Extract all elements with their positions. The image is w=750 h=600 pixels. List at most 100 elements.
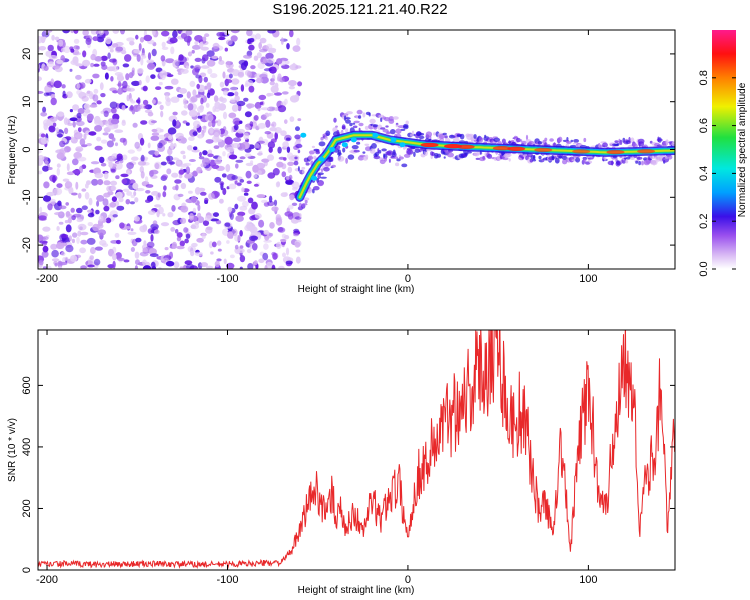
noise-blob: [119, 137, 126, 143]
band-scatter: [323, 167, 330, 172]
noise-blob: [295, 219, 302, 223]
noise-blob: [137, 161, 147, 166]
band-scatter: [304, 200, 308, 204]
noise-blob: [160, 55, 166, 62]
band-scatter: [444, 135, 448, 139]
noise-blob: [163, 185, 167, 191]
noise-blob: [179, 164, 188, 168]
noise-blob: [147, 228, 154, 234]
noise-blob: [259, 37, 267, 44]
noise-blob: [267, 154, 275, 161]
noise-blob: [108, 161, 113, 169]
noise-blob: [258, 258, 265, 264]
noise-blob: [214, 101, 221, 109]
noise-blob: [234, 244, 239, 250]
noise-blob: [136, 99, 141, 103]
noise-blob: [44, 160, 49, 165]
band-scatter: [549, 138, 554, 142]
noise-blob: [82, 50, 87, 58]
noise-blob: [76, 236, 80, 244]
noise-blob: [112, 214, 118, 218]
noise-blob: [115, 252, 122, 260]
noise-blob: [108, 248, 114, 257]
noise-blob: [169, 161, 175, 165]
noise-blob: [110, 76, 114, 82]
noise-blob: [115, 46, 124, 52]
noise-blob: [102, 198, 109, 207]
noise-blob: [188, 159, 196, 162]
noise-blob: [38, 149, 42, 154]
noise-blob: [171, 172, 179, 178]
band-blob: [329, 147, 336, 152]
noise-blob: [250, 65, 256, 70]
noise-blob: [286, 137, 291, 141]
noise-blob: [70, 207, 75, 213]
noise-blob: [189, 213, 194, 221]
noise-blob: [173, 261, 180, 269]
noise-blob: [87, 264, 95, 268]
noise-blob: [105, 217, 112, 224]
noise-blob: [194, 220, 200, 225]
band-blob: [390, 137, 397, 143]
noise-blob: [92, 223, 100, 232]
noise-blob: [92, 94, 99, 102]
noise-blob: [112, 253, 117, 261]
noise-blob: [192, 207, 197, 213]
noise-blob: [115, 175, 120, 180]
band-scatter: [384, 157, 387, 162]
noise-blob: [56, 133, 63, 138]
noise-blob: [217, 156, 222, 161]
noise-blob: [72, 232, 78, 238]
noise-blob: [88, 197, 93, 206]
noise-blob: [267, 200, 275, 207]
band-scatter: [332, 127, 338, 133]
noise-blob: [184, 238, 189, 244]
noise-blob: [208, 241, 213, 249]
noise-blob: [292, 45, 301, 52]
noise-blob: [219, 198, 224, 204]
noise-blob: [72, 104, 80, 111]
noise-blob: [38, 215, 47, 221]
noise-blob: [216, 240, 222, 246]
noise-blob: [287, 204, 294, 210]
noise-blob: [59, 205, 67, 210]
noise-blob: [134, 265, 138, 269]
noise-blob: [165, 260, 175, 267]
noise-blob: [278, 265, 285, 269]
spectrogram-noise: [38, 30, 303, 269]
noise-blob: [274, 92, 282, 96]
noise-blob: [130, 194, 135, 199]
noise-blob: [268, 195, 273, 203]
noise-blob: [170, 227, 176, 232]
noise-blob: [185, 65, 189, 70]
noise-blob: [110, 180, 118, 186]
noise-blob: [107, 124, 117, 130]
noise-blob: [127, 231, 137, 235]
noise-blob: [93, 258, 101, 266]
noise-blob: [109, 201, 117, 208]
noise-blob: [73, 38, 80, 44]
noise-blob: [258, 219, 265, 228]
band-scatter: [312, 188, 315, 194]
noise-blob: [140, 120, 148, 125]
noise-blob: [56, 163, 61, 168]
noise-blob: [109, 48, 114, 53]
noise-blob: [180, 205, 189, 213]
noise-blob: [114, 129, 124, 133]
noise-blob: [256, 140, 265, 144]
noise-blob: [75, 120, 85, 127]
band-scatter: [532, 159, 537, 162]
noise-blob: [159, 70, 168, 79]
noise-blob: [174, 179, 182, 184]
band-scatter: [419, 132, 425, 136]
noise-blob: [94, 246, 103, 251]
noise-blob: [245, 79, 254, 87]
noise-blob: [176, 232, 183, 238]
noise-blob: [94, 145, 103, 151]
spectrogram-x-ticks: -200 -100 0 100: [36, 30, 598, 285]
noise-blob: [51, 34, 55, 41]
noise-blob: [65, 244, 74, 253]
noise-blob: [133, 49, 141, 54]
noise-blob: [231, 104, 239, 112]
band-scatter: [437, 153, 441, 158]
